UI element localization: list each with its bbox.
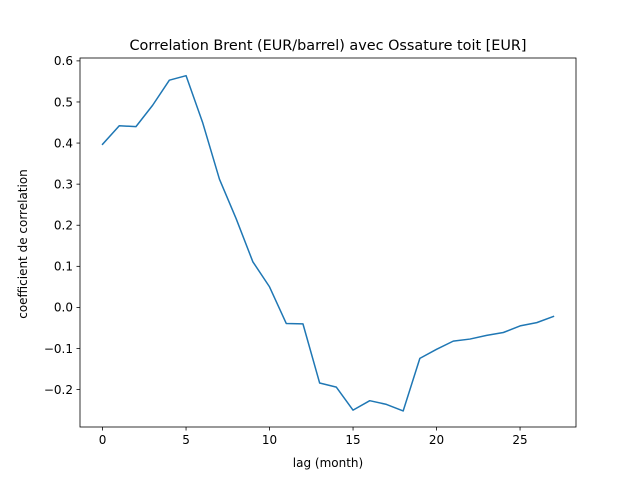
y-tick-label: −0.2 [44,383,73,397]
x-tick-label: 5 [182,433,190,447]
chart-title: Correlation Brent (EUR/barrel) avec Ossa… [129,38,526,54]
x-tick-label: 15 [345,433,360,447]
x-tick-label: 10 [262,433,277,447]
x-tick-label: 0 [99,433,107,447]
y-tick-label: 0.3 [54,177,73,191]
x-axis-label: lag (month) [293,456,363,470]
y-tick-label: 0.6 [54,54,73,68]
y-tick-label: 0.2 [54,219,73,233]
series-line-0 [101,74,555,412]
y-tick-label: 0.5 [54,95,73,109]
y-tick-label: 0.0 [54,301,73,315]
y-tick-label: −0.1 [44,342,73,356]
y-tick-label: 0.1 [54,260,73,274]
y-axis-label: coefficient de correlation [16,169,30,319]
x-tick-label: 25 [512,433,527,447]
plot-area: 0 5 10 15 20 25 −0.2 −0.1 0.0 0.1 0.2 0.3 0.4 0.5 0.6 [44,54,577,447]
x-tick-label: 20 [429,433,444,447]
plot-frame [79,57,577,428]
y-tick-label: 0.4 [54,136,73,150]
